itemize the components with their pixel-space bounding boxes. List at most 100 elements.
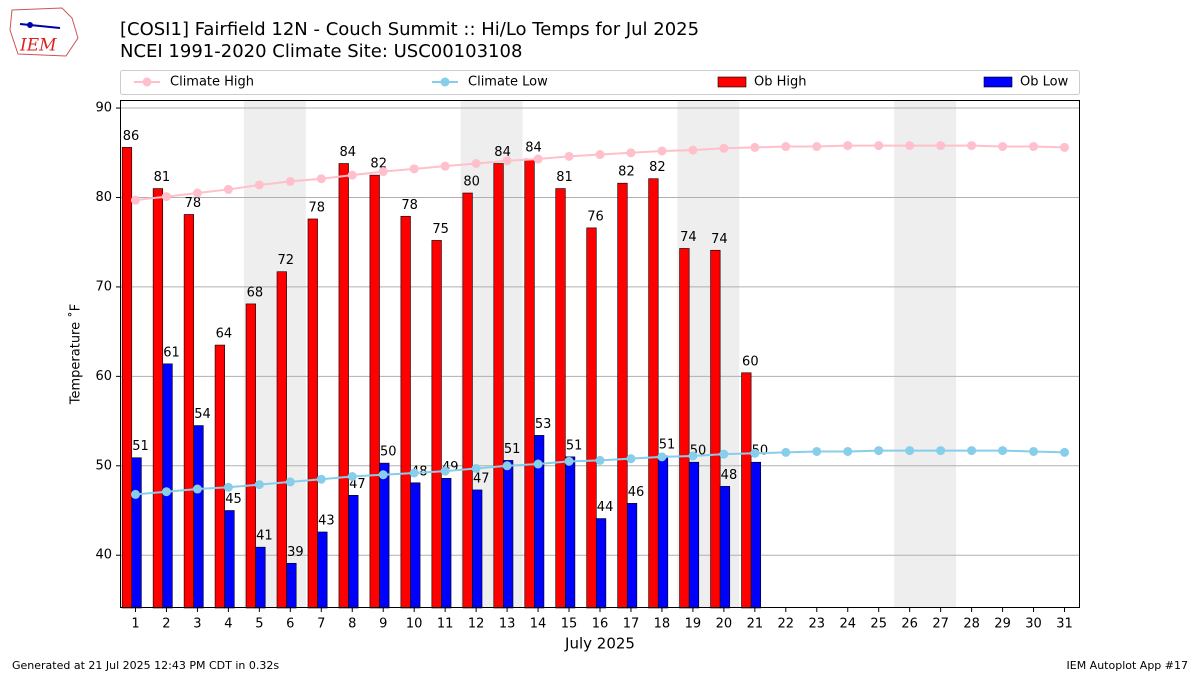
bar [503,460,514,609]
bar-value-label: 51 [504,442,521,457]
logo: IEM [9,7,79,57]
climate-point [781,447,791,457]
logo-text: IEM [19,36,57,56]
bar-value-label: 74 [680,230,697,245]
bar [255,546,266,609]
bar-value-label: 81 [556,170,573,185]
bar [688,461,700,609]
bar-value-label: 78 [309,200,326,215]
bar-value-label: 81 [154,170,171,185]
x-tick-label: 24 [839,617,856,632]
climate-point [409,468,419,478]
climate-point [657,146,667,156]
bar [369,174,380,609]
climate-point [130,195,140,205]
bar-value-label: 64 [216,327,233,342]
y-tick-label: 50 [95,458,112,473]
bar [410,482,421,609]
bar-value-label: 54 [194,407,211,422]
bar [462,192,473,609]
bar-value-label: 41 [256,529,273,544]
plot-frame [120,100,1080,608]
bar-value-label: 48 [721,468,738,483]
x-tick-label: 1 [131,617,139,632]
climate-point [967,446,977,456]
climate-point [316,174,326,184]
bar-value-label: 50 [380,445,397,460]
x-tick-label: 28 [963,617,980,632]
x-tick-label: 9 [379,617,387,632]
x-tick-label: 6 [286,617,294,632]
bar [307,218,318,609]
climate-point [502,156,512,166]
bar [493,163,504,609]
x-tick-label: 18 [654,617,671,632]
x-tick-label: 27 [932,617,949,632]
bar-value-label: 82 [618,165,635,180]
bar-value-label: 68 [247,285,264,300]
bar [224,510,235,609]
bar [657,455,669,609]
climate-point [440,466,450,476]
bar [524,158,535,609]
x-tick-label: 8 [348,617,356,632]
climate-point [967,141,977,151]
climate-point [657,452,667,462]
footer-left: Generated at 21 Jul 2025 12:43 PM CDT in… [12,659,279,672]
climate-point [161,192,171,202]
climate-point [626,148,636,158]
bar [626,503,638,609]
bar [214,344,225,609]
climate-point [192,188,202,198]
climate-point [192,484,202,494]
x-tick-label: 20 [716,617,733,632]
climate-point [905,446,915,456]
bar-value-label: 51 [566,438,583,453]
legend-label: Climate Low [468,75,548,90]
climate-point [595,150,605,160]
bar [555,188,566,609]
bar-value-label: 72 [278,253,295,268]
bar [162,363,173,609]
y-tick-label: 70 [95,279,112,294]
bar-value-label: 44 [597,500,614,515]
climate-point [874,141,884,151]
bar [595,518,607,609]
bar [348,495,359,609]
climate-point [781,142,791,152]
x-tick-label: 30 [1025,617,1042,632]
bar-value-label: 74 [711,232,728,247]
legend-swatch [983,76,1013,88]
x-tick-label: 25 [870,617,887,632]
climate-point [378,470,388,480]
y-axis-label: Temperature ˚F [68,304,84,405]
bar-value-label: 84 [525,141,542,156]
climate-point [750,448,760,458]
climate-point [843,141,853,151]
bar [431,240,442,609]
bar [710,249,721,609]
bar-value-label: 39 [287,545,304,560]
legend-label: Climate High [170,75,254,90]
bar-value-label: 78 [185,196,202,211]
bar-value-label: 84 [494,145,511,160]
climate-point [130,489,140,499]
climate-point [533,459,543,469]
x-tick-label: 31 [1056,617,1073,632]
bar-value-label: 51 [132,439,149,454]
climate-point [874,446,884,456]
bar-value-label: 80 [463,175,480,190]
y-tick-label: 40 [95,548,112,563]
climate-point [688,451,698,461]
x-tick-label: 21 [747,617,764,632]
climate-point [812,142,822,152]
bar [586,227,597,609]
x-tick-label: 3 [193,617,201,632]
bar [286,562,297,609]
climate-point [502,461,512,471]
climate-point [347,170,357,180]
x-tick-label: 10 [406,617,423,632]
bar [400,215,411,609]
bar [379,462,390,609]
